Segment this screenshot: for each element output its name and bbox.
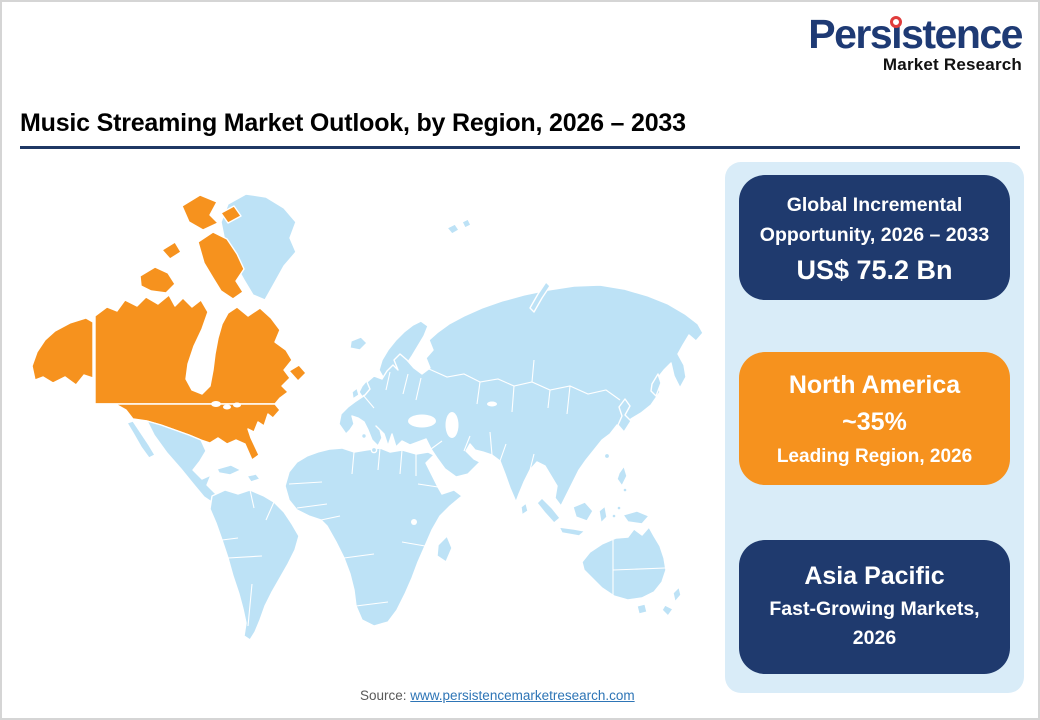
region-north-america (31, 194, 307, 461)
card-north-america: North America ~35% Leading Region, 2026 (739, 352, 1010, 485)
inland-seas (211, 401, 497, 525)
region-australia (581, 526, 667, 601)
title-underline (20, 146, 1020, 149)
ap-card-line1: Fast-Growing Markets, (769, 598, 980, 620)
source-link[interactable]: www.persistencemarketresearch.com (410, 688, 635, 703)
brand-logo: Persı stence Market Research (808, 11, 1023, 74)
logo-dot-icon (890, 16, 903, 28)
na-card-subtitle: Leading Region, 2026 (776, 446, 973, 467)
page-title: Music Streaming Market Outlook, by Regio… (20, 109, 686, 137)
card-asia-pacific: Asia Pacific Fast-Growing Markets, 2026 (739, 540, 1010, 674)
global-card-line1: Global Incremental (786, 194, 963, 216)
region-japan (617, 398, 632, 433)
ap-card-line2: 2026 (852, 627, 897, 649)
source-label: Source: (360, 688, 407, 703)
na-card-title: North America (788, 371, 961, 399)
global-card-line2: Opportunity, 2026 – 2033 (759, 224, 990, 246)
logo-text: Persı stence (808, 11, 1023, 57)
world-map (22, 164, 722, 699)
card-global-opportunity: Global Incremental Opportunity, 2026 – 2… (739, 175, 1010, 300)
na-card-value: ~35% (842, 408, 907, 436)
logo-subtext: Market Research (882, 55, 1022, 74)
global-card-value: US$ 75.2 Bn (796, 255, 953, 285)
ap-card-title: Asia Pacific (804, 562, 945, 590)
region-south-america (209, 489, 300, 641)
stats-panel: Global Incremental Opportunity, 2026 – 2… (725, 162, 1024, 693)
source-line: Source: www.persistencemarketresearch.co… (360, 688, 635, 703)
region-latin-america (146, 420, 234, 513)
region-africa (284, 447, 463, 627)
country-borders (221, 359, 666, 627)
world-map-svg (31, 193, 704, 641)
